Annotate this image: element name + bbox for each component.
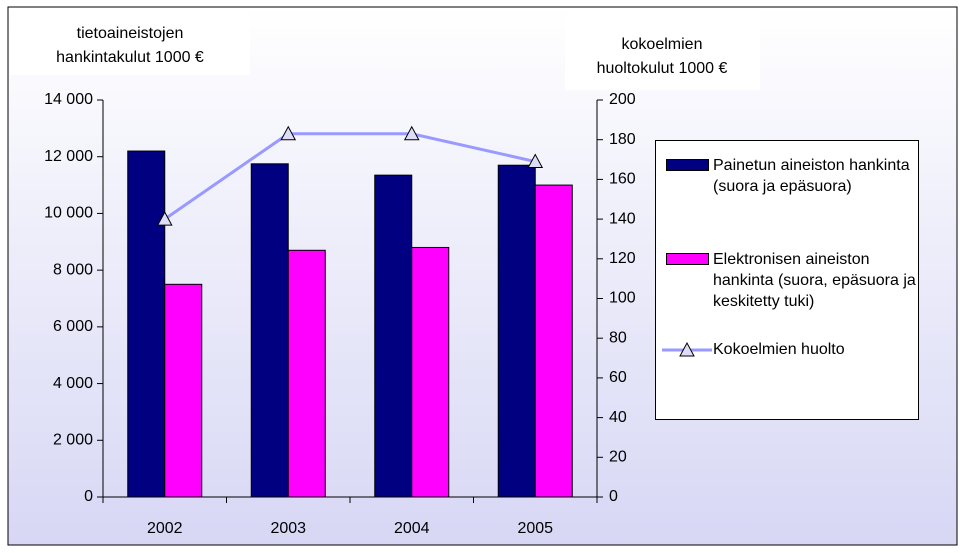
legend-label: Elektronisen aineiston hankinta (suora, … (713, 251, 916, 310)
y2-tick-label: 0 (609, 488, 618, 505)
marker (527, 153, 544, 169)
y2-tick-label: 120 (609, 250, 636, 267)
y-tick-label: 8 000 (53, 261, 93, 278)
y2-axis-label: huoltokulut 1000 € (597, 60, 728, 77)
legend-label: Painetun aineiston hankinta (suora ja ep… (713, 157, 910, 195)
y2-tick-label: 200 (609, 91, 636, 108)
y2-tick-label: 140 (609, 210, 636, 227)
bar (411, 246, 450, 498)
y2-tick-label: 100 (609, 290, 636, 307)
y-tick-label: 2 000 (53, 432, 93, 449)
legend-swatch (662, 341, 712, 357)
y-tick-label: 14 000 (44, 91, 93, 108)
y2-label-box (565, 15, 760, 90)
bar (127, 150, 166, 498)
y2-tick-label: 60 (609, 369, 627, 386)
y2-tick-label: 40 (609, 409, 627, 426)
legend-swatch (666, 253, 709, 265)
bar (287, 249, 326, 498)
y2-tick-label: 160 (609, 171, 636, 188)
bar (164, 283, 203, 498)
legend: Painetun aineiston hankinta (suora ja ep… (655, 140, 919, 420)
y2-axis-label: kokoelmien (622, 36, 703, 53)
y-tick-label: 12 000 (44, 148, 93, 165)
x-tick-label: 2004 (394, 520, 430, 537)
marker (403, 125, 420, 141)
marker (156, 211, 173, 226)
legend-swatch (666, 159, 709, 171)
y2-tick-label: 20 (609, 449, 627, 466)
y-tick-label: 6 000 (53, 318, 93, 335)
y-tick-label: 4 000 (53, 375, 93, 392)
x-tick-label: 2002 (147, 520, 183, 537)
x-tick-label: 2003 (270, 520, 306, 537)
line (163, 132, 536, 221)
y-tick-label: 0 (84, 488, 93, 505)
y-axis-label: tietoaineistojen (77, 25, 184, 42)
bar (534, 184, 573, 498)
bar (250, 163, 289, 498)
y2-tick-label: 180 (609, 131, 636, 148)
bar (374, 174, 413, 498)
bar (497, 164, 536, 498)
legend-label: Kokoelmien huolto (713, 341, 845, 358)
y2-tick-label: 80 (609, 329, 627, 346)
y-axis-label: hankintakulut 1000 € (56, 49, 204, 66)
x-tick-label: 2005 (517, 520, 553, 537)
marker (280, 125, 297, 141)
y-label-box (10, 15, 250, 75)
y-tick-label: 10 000 (44, 205, 93, 222)
